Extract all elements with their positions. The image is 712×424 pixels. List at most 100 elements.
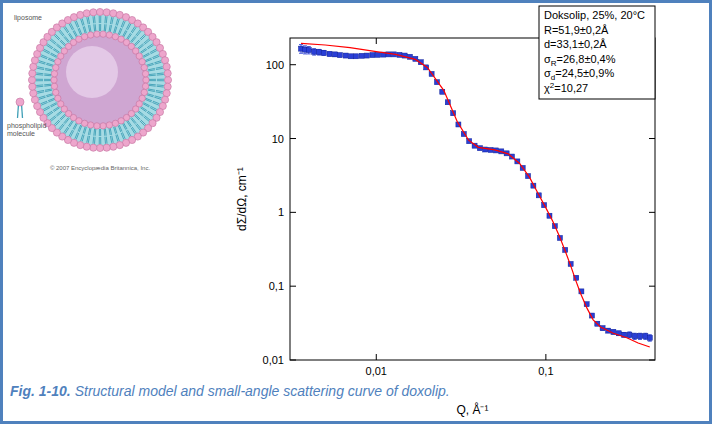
lipid-tail [37,67,44,68]
lipid-tail [95,24,97,31]
lipid-tail [149,80,156,81]
lipid-tail [92,137,94,144]
liposome-core-light [66,46,118,98]
lipid-tail [57,112,62,117]
lipid-tail [138,44,143,49]
lipid-tail [123,123,126,129]
lipid-head [77,11,84,18]
lipid-tail [69,33,73,39]
data-point [306,48,311,53]
lipid-tail [100,129,101,136]
lipid-head [141,64,147,70]
lipid-tail [141,35,146,40]
parameter-box-frame [539,6,655,99]
data-point [364,53,369,58]
lipid-tail [36,86,43,88]
lipid-tail [157,86,164,88]
lipid-tail [117,19,119,26]
lipid-tail [152,102,158,105]
lipid-tail [36,80,43,81]
error-bar [627,332,631,338]
lipid-tail [138,45,143,49]
data-point [343,53,348,58]
lipid-head [112,33,118,39]
liposome-illustration: liposomephospholipidmolecule© 2007 Encyc… [7,8,172,171]
lipid-tail [87,136,88,143]
lipid-tail [157,79,164,80]
lipid-tail [44,73,51,75]
lipid-tail [100,16,101,23]
error-bar [638,333,642,339]
bilayer-band [34,14,166,146]
lipid-tail [55,34,60,39]
x-tick [376,354,377,360]
figure-svg: liposomephospholipidmolecule© 2007 Encyc… [0,0,712,424]
data-point [327,51,332,56]
x-tick [545,354,546,360]
error-bar [338,53,342,56]
data-point [317,50,322,55]
error-bar-cap [303,53,307,54]
lipid-tail [36,74,43,76]
lipid-tail [109,128,110,135]
lipid-tail [60,41,65,46]
data-point [337,53,342,58]
lipid-tail [128,120,132,126]
lipid-tail [149,84,156,86]
lipid-tail [157,84,164,86]
lipid-tail [37,90,44,91]
lipid-tail [51,39,56,44]
lipid-head [163,90,170,97]
molecule-head [16,98,24,106]
lipid-tail [157,72,164,74]
lipid-tail [44,80,51,81]
lipid-tail [105,24,107,31]
lipid-tail [56,111,61,115]
y-tick-label: 1 [278,206,284,218]
lipid-tail [50,116,55,120]
data-point [370,53,375,58]
lipid-head [116,141,123,148]
y-tick-right [649,286,655,287]
lipid-head [94,123,100,129]
lipid-head [110,10,117,17]
lipid-tail [121,133,124,139]
parameter-line: Doksolip, 25%, 20°C [544,9,645,21]
lipid-tail [141,49,147,53]
lipid-head [51,77,57,83]
lipid-tail [88,136,89,143]
lipid-tail [87,17,88,24]
lipid-head [118,118,124,124]
lipid-head [53,89,59,95]
lipid-tail [153,56,159,59]
lipid-tail [57,44,62,49]
lipid-tail [110,136,111,143]
error-bar [633,333,637,339]
lipid-tail [149,73,156,75]
y-tick [290,64,296,65]
lipid-head [106,122,112,128]
lipid-tail [88,128,89,135]
lipid-tail [36,72,43,74]
lipid-tail [90,25,91,32]
molecule-tail [18,104,19,118]
lipid-tail [44,85,51,87]
lipid-tail [47,63,54,65]
lipid-tail [39,61,46,63]
lipid-tail [44,79,51,80]
lipid-tail [65,26,69,32]
data-point [321,50,326,55]
y-tick-label: 10 [272,133,284,145]
lipid-head [163,63,170,70]
y-tick [290,138,296,139]
lipid-head [53,64,59,70]
lipid-tail [119,29,122,35]
lipid-tail [83,127,85,134]
lipid-tail [131,118,135,123]
lipid-tail [60,30,64,35]
error-bar [333,53,337,57]
lipid-tail [41,101,47,104]
lipid-tail [114,127,116,134]
lipid-tail [132,27,136,33]
parameter-line: σR=26,8±0,4% [544,53,616,68]
